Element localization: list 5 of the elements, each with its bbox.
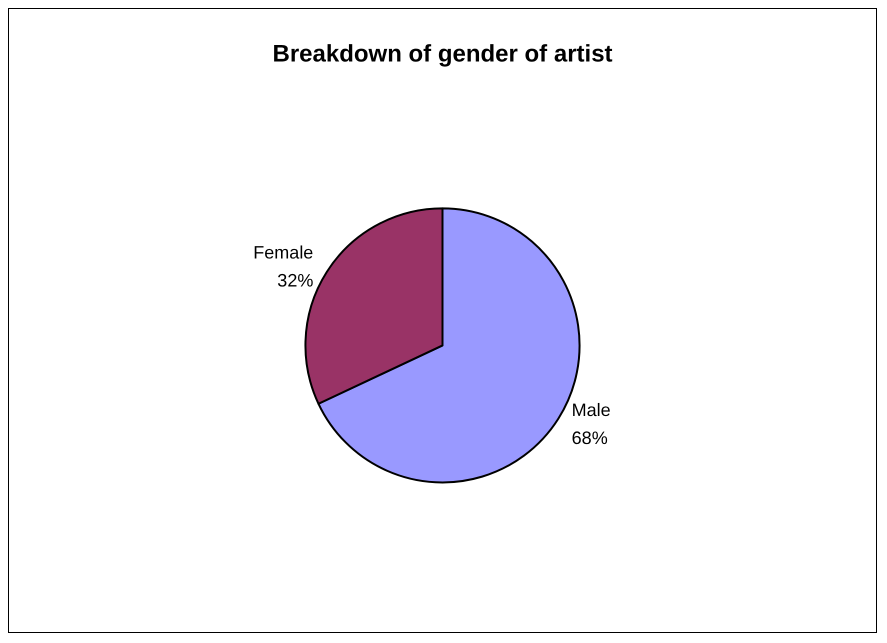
data-label: 68% [572,428,608,448]
data-label: 32% [277,270,314,291]
slice-label: Male [572,400,611,420]
chart-title: Breakdown of gender of artist [272,40,613,68]
slice-label: Female [253,242,314,263]
